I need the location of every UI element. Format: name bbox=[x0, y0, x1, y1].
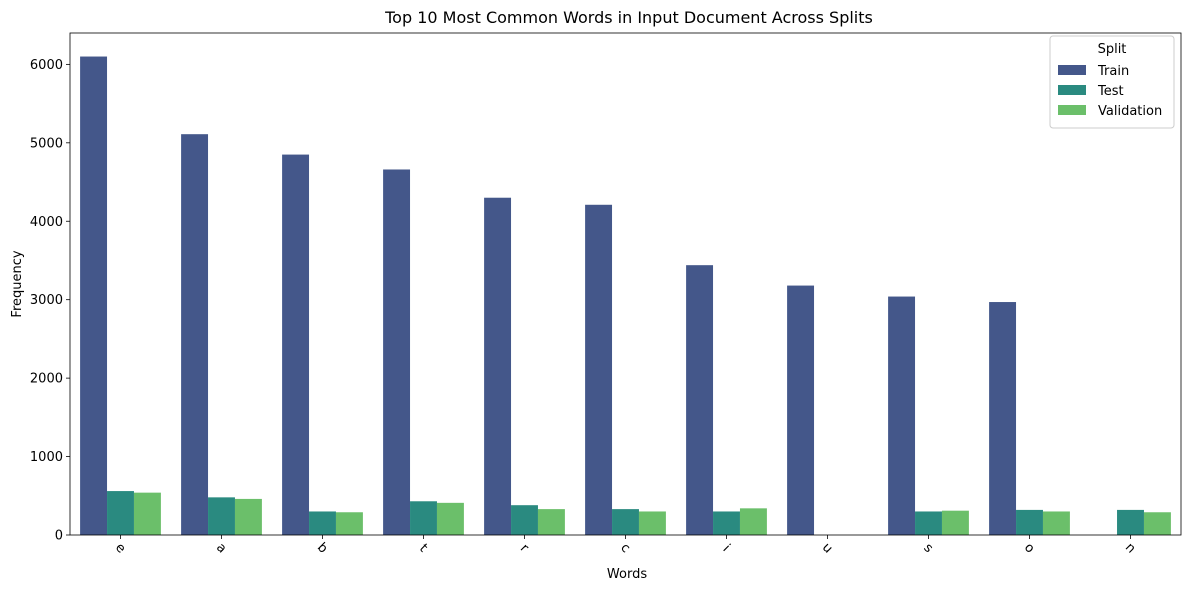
legend-swatch-test bbox=[1058, 85, 1086, 95]
bar-validation-s bbox=[941, 510, 969, 535]
bar-train-b bbox=[282, 154, 310, 535]
x-tick-label-e: e bbox=[112, 540, 128, 556]
bar-test-r bbox=[511, 505, 538, 535]
y-tick-label: 5000 bbox=[30, 136, 63, 151]
bar-train-a bbox=[181, 134, 209, 535]
y-tick-label: 4000 bbox=[30, 215, 63, 230]
bar-test-b bbox=[309, 511, 336, 535]
legend-entry-test: Test bbox=[1097, 84, 1124, 99]
legend-swatch-train bbox=[1058, 65, 1086, 75]
bar-validation-i bbox=[739, 508, 767, 535]
y-tick-label: 6000 bbox=[30, 58, 63, 73]
y-tick-label: 3000 bbox=[30, 293, 63, 308]
x-tick-label-r: r bbox=[517, 541, 532, 556]
x-tick-label-b: b bbox=[314, 540, 330, 556]
legend: Split Train Test Validation bbox=[1049, 35, 1175, 129]
bar-train-i bbox=[686, 265, 714, 535]
x-tick-label-a: a bbox=[213, 540, 229, 556]
x-tick-label-u: u bbox=[819, 540, 835, 556]
x-tick-label-n: n bbox=[1122, 540, 1138, 556]
bar-test-s bbox=[915, 511, 942, 535]
y-tick-label: 0 bbox=[55, 529, 63, 544]
bar-test-a bbox=[208, 497, 235, 535]
bar-validation-a bbox=[234, 498, 262, 535]
legend-title: Split bbox=[1098, 42, 1127, 57]
bar-test-e bbox=[107, 491, 134, 535]
bar-test-i bbox=[713, 511, 740, 535]
bar-validation-r bbox=[537, 509, 565, 535]
bar-train-s bbox=[888, 296, 916, 535]
bar-train-t bbox=[383, 169, 411, 535]
bar-train-e bbox=[80, 56, 108, 535]
chart-title: Top 10 Most Common Words in Input Docume… bbox=[384, 8, 873, 27]
x-tick-label-c: c bbox=[617, 541, 633, 557]
x-tick-label-s: s bbox=[920, 541, 936, 557]
y-tick-label: 2000 bbox=[30, 372, 63, 387]
legend-entry-train: Train bbox=[1097, 64, 1129, 79]
x-tick-label-i: i bbox=[720, 542, 733, 555]
bar-train-c bbox=[585, 204, 613, 535]
bar-validation-e bbox=[133, 492, 161, 535]
bar-validation-c bbox=[638, 511, 666, 535]
bar-validation-b bbox=[335, 512, 363, 535]
bar-test-n bbox=[1117, 509, 1144, 535]
legend-entry-validation: Validation bbox=[1098, 104, 1162, 119]
bar-validation-o bbox=[1042, 511, 1070, 535]
x-tick-label-t: t bbox=[416, 541, 430, 555]
y-axis-label: Frequency bbox=[10, 250, 25, 317]
legend-swatch-validation bbox=[1058, 105, 1086, 115]
bar-validation-n bbox=[1143, 512, 1171, 535]
x-tick-label-o: o bbox=[1021, 540, 1037, 556]
bar-test-o bbox=[1016, 509, 1043, 535]
bar-train-o bbox=[989, 302, 1017, 535]
bar-test-t bbox=[410, 501, 437, 535]
bar-test-c bbox=[612, 509, 639, 535]
bar-validation-t bbox=[436, 502, 464, 535]
bar-train-u bbox=[787, 285, 815, 535]
y-tick-label: 1000 bbox=[30, 450, 63, 465]
bar-train-r bbox=[484, 197, 512, 535]
x-axis-label: Words bbox=[607, 567, 647, 582]
